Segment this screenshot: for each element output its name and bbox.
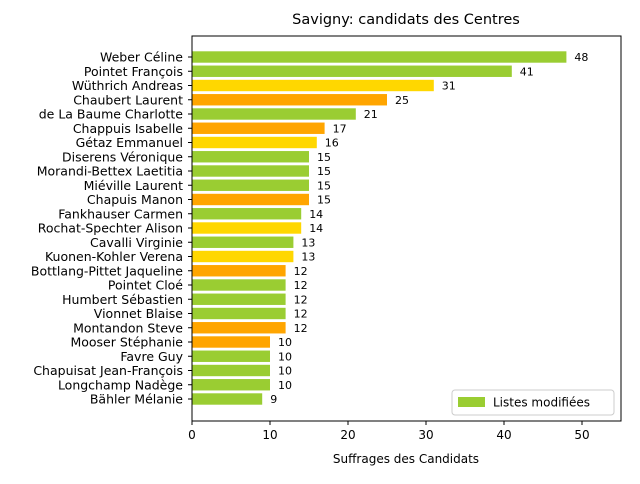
bar — [192, 236, 294, 248]
y-tick-label: Favre Guy — [120, 349, 183, 364]
bar-value-label: 13 — [301, 236, 315, 249]
x-tick-label: 40 — [496, 428, 511, 442]
y-tick-label: Bähler Mélanie — [90, 392, 183, 407]
bar — [192, 94, 387, 106]
bar-value-label: 10 — [278, 336, 292, 349]
y-tick-label: Bottlang-Pittet Jaqueline — [31, 263, 183, 278]
y-tick-label: Pointet Cloé — [108, 278, 183, 293]
y-tick-label: Weber Céline — [100, 50, 183, 65]
bar-value-label: 10 — [278, 365, 292, 378]
bar — [192, 279, 286, 291]
legend-swatch — [458, 397, 485, 407]
y-tick-label: Fankhauser Carmen — [58, 206, 183, 221]
x-axis: 0 10 20 30 40 50 — [188, 421, 590, 442]
y-tick-label: Vionnet Blaise — [94, 306, 184, 321]
y-tick-label: Cavalli Virginie — [90, 235, 183, 250]
y-tick-label: Montandon Steve — [73, 320, 183, 335]
bar-value-label: 10 — [278, 379, 292, 392]
bar-value-label: 12 — [294, 279, 308, 292]
bar — [192, 293, 286, 305]
bar — [192, 393, 263, 405]
y-tick-label: Chappuis Isabelle — [73, 121, 183, 136]
y-tick-label: Chapuis Manon — [87, 192, 183, 207]
bar-value-label: 12 — [294, 322, 308, 335]
bar-value-label: 10 — [278, 350, 292, 363]
bar — [192, 122, 325, 134]
bar-value-label: 16 — [325, 137, 339, 150]
bar — [192, 364, 270, 377]
bar-value-label: 13 — [301, 251, 315, 264]
bar — [192, 79, 434, 92]
bar-value-label: 9 — [270, 393, 277, 406]
bar — [192, 307, 286, 320]
bar — [192, 322, 286, 334]
bar — [192, 151, 309, 163]
bar-value-label: 25 — [395, 94, 409, 107]
bar-value-label: 12 — [294, 293, 308, 306]
legend: Listes modifiées — [451, 389, 615, 416]
chart-title: Savigny: candidats des Centres — [292, 12, 520, 28]
y-tick-label: Mooser Stéphanie — [70, 335, 183, 350]
bar — [192, 336, 270, 348]
x-tick-label: 10 — [262, 428, 277, 442]
bar-value-label: 12 — [294, 265, 308, 278]
plot-frame — [191, 35, 622, 422]
y-tick-label: Diserens Véronique — [62, 149, 183, 164]
bar — [192, 379, 270, 391]
y-tick-label: Wüthrich Andreas — [72, 78, 183, 93]
bar — [192, 265, 286, 277]
bar — [192, 65, 512, 77]
y-tick-label: Miéville Laurent — [84, 178, 183, 193]
y-tick-label: Pointet François — [84, 64, 183, 79]
bar-value-label: 21 — [364, 108, 378, 121]
bar — [192, 51, 567, 63]
bar — [192, 193, 309, 206]
x-tick-label: 50 — [574, 428, 589, 442]
bar — [192, 179, 309, 191]
bar — [192, 350, 270, 362]
bar — [192, 222, 302, 234]
bar — [192, 208, 302, 220]
bar-value-label: 15 — [317, 179, 331, 192]
bar-value-label: 15 — [317, 151, 331, 164]
bar — [192, 108, 356, 120]
bar — [192, 250, 294, 263]
bar-value-label: 48 — [574, 51, 588, 64]
y-tick-label: Gétaz Emmanuel — [76, 135, 183, 150]
x-tick-label: 20 — [340, 428, 355, 442]
y-tick-label: de La Baume Charlotte — [39, 107, 184, 122]
y-tick-label: Kuonen-Kohler Verena — [45, 249, 183, 264]
x-axis-label: Suffrages des Candidats — [333, 452, 479, 466]
y-tick-label: Chaubert Laurent — [73, 92, 183, 107]
x-tick-label: 0 — [188, 428, 196, 442]
legend-label: Listes modifiées — [493, 396, 590, 410]
bar-value-label: 17 — [333, 122, 347, 135]
y-tick-label: Longchamp Nadège — [58, 377, 183, 392]
legend-box — [451, 389, 615, 416]
bar — [192, 136, 317, 149]
y-tick-label: Morandi-Bettex Laetitia — [37, 164, 183, 179]
bar — [192, 165, 309, 177]
bar-value-label: 15 — [317, 194, 331, 207]
y-tick-label: Humbert Sébastien — [62, 292, 183, 307]
x-tick-label: 30 — [418, 428, 433, 442]
bar-value-label: 12 — [294, 308, 308, 321]
y-tick-label: Rochat-Spechter Alison — [38, 221, 183, 236]
bar-value-label: 14 — [309, 222, 323, 235]
bar-value-label: 14 — [309, 208, 323, 221]
bar-value-label: 31 — [442, 80, 456, 93]
bar-value-label: 15 — [317, 165, 331, 178]
y-tick-label: Chapuisat Jean-François — [33, 363, 183, 378]
bar-value-label: 41 — [520, 65, 534, 78]
bars: 4841312521171615151515141413131212121212… — [192, 51, 588, 406]
